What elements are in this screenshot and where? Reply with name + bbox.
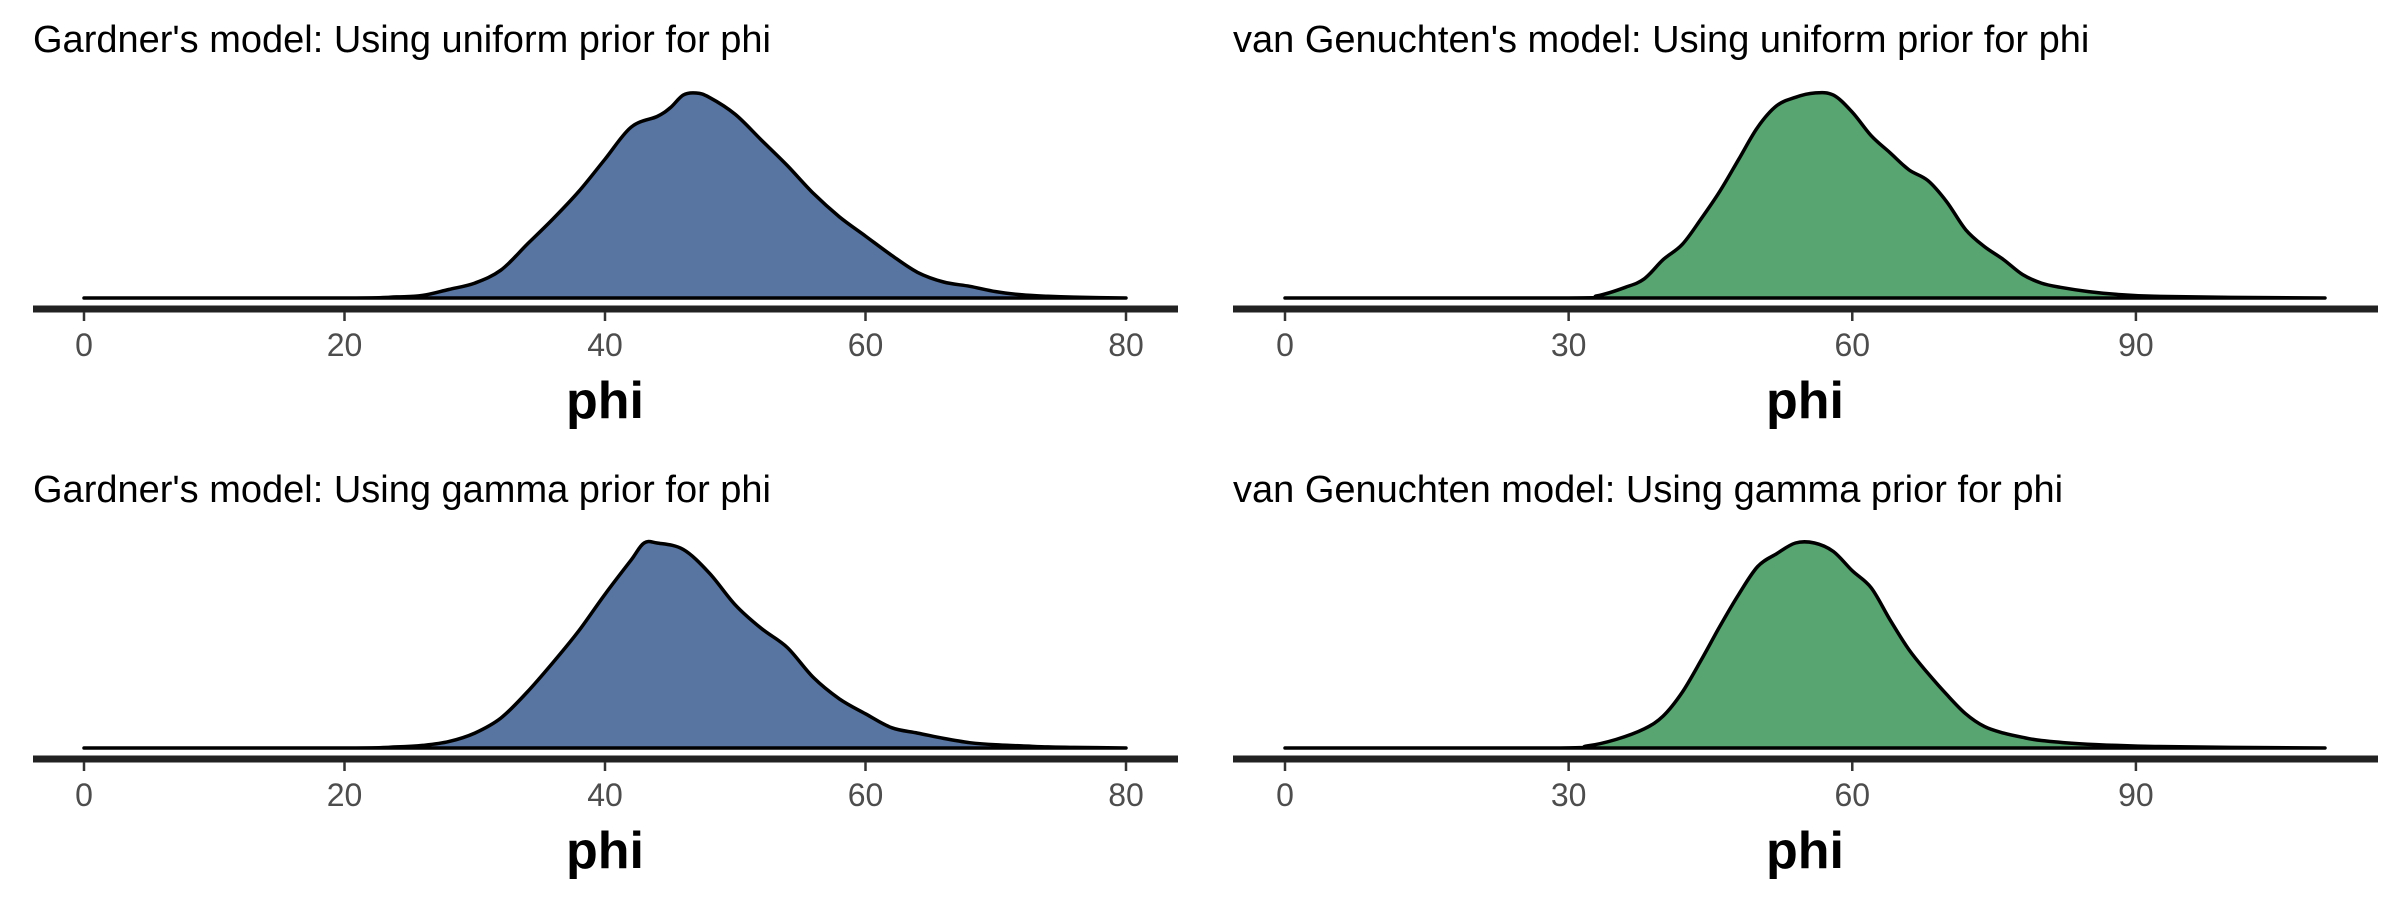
density-curve [82, 91, 1128, 300]
x-tick-label: 0 [75, 327, 93, 363]
panel-title: Gardner's model: Using gamma prior for p… [33, 469, 771, 511]
x-tick-label: 80 [1108, 327, 1144, 363]
x-tick-label: 0 [75, 777, 93, 813]
x-tick-label: 90 [2118, 327, 2154, 363]
chart-panel-4: van Genuchten model: Using gamma prior f… [1233, 469, 2378, 880]
chart-panel-2: van Genuchten's model: Using uniform pri… [1233, 19, 2378, 430]
x-tick-label: 20 [327, 777, 363, 813]
x-tick-label: 0 [1276, 777, 1294, 813]
x-axis-label: phi [566, 372, 644, 430]
density-curve [1283, 540, 2327, 750]
x-tick-label: 60 [848, 777, 884, 813]
x-tick-label: 60 [848, 327, 884, 363]
x-tick-label: 60 [1834, 777, 1870, 813]
density-curve [82, 539, 1128, 750]
x-axis-label: phi [1766, 372, 1844, 430]
panel-title: van Genuchten model: Using gamma prior f… [1233, 469, 2063, 511]
x-axis-label: phi [566, 822, 644, 880]
chart-panel-3: Gardner's model: Using gamma prior for p… [33, 469, 1178, 880]
x-tick-label: 30 [1551, 327, 1587, 363]
x-tick-label: 30 [1551, 777, 1587, 813]
x-tick-label: 40 [587, 327, 623, 363]
density-curve [1283, 90, 2327, 300]
x-tick-label: 60 [1834, 327, 1870, 363]
x-tick-label: 80 [1108, 777, 1144, 813]
x-tick-label: 90 [2118, 777, 2154, 813]
x-tick-label: 20 [327, 327, 363, 363]
panel-title: Gardner's model: Using uniform prior for… [33, 19, 771, 61]
panel-title: van Genuchten's model: Using uniform pri… [1233, 19, 2089, 61]
x-tick-label: 40 [587, 777, 623, 813]
x-axis-label: phi [1766, 822, 1844, 880]
chart-panel-1: Gardner's model: Using uniform prior for… [33, 19, 1178, 430]
x-tick-label: 0 [1276, 327, 1294, 363]
